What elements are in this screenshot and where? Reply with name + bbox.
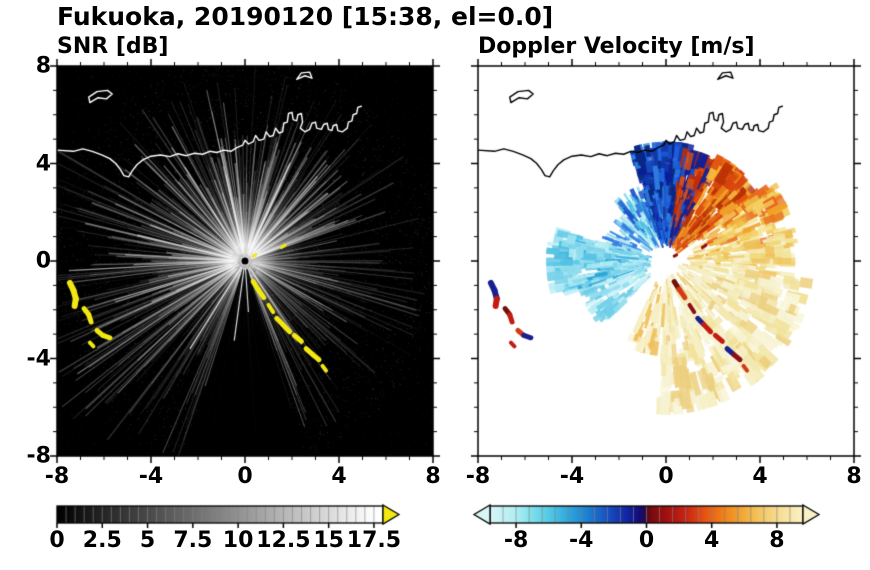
figure-title: Fukuoka, 20190120 [15:38, el=0.0] [57,2,554,31]
snr-colorbar-tick-label: 5 [139,528,156,553]
snr-panel-title: SNR [dB] [57,34,169,59]
x-tick-label: 0 [237,464,253,489]
x-tick-label: 8 [846,464,862,489]
doppler-colorbar-canvas [462,503,842,531]
snr-colorbar-tick-label: 17.5 [346,528,402,553]
snr-colorbar-tick-label: 10 [222,528,254,553]
x-tick-label: 4 [331,464,347,489]
snr-colorbar-tick-label: 15 [313,528,344,553]
y-tick-label: -4 [26,346,51,371]
x-tick-label: -8 [465,464,491,489]
snr-colorbar-tick-label: 7.5 [173,528,213,553]
snr-colorbar-tick-label: 12.5 [256,528,311,553]
y-tick-label: -8 [26,443,51,469]
doppler-colorbar-tick-label: -8 [503,528,529,553]
doppler-panel-title: Doppler Velocity [m/s] [478,34,755,59]
doppler-colorbar-tick-label: -4 [569,528,594,553]
y-tick-label: 0 [35,248,51,274]
y-tick-label: 8 [35,53,51,79]
x-tick-label: -8 [44,464,70,489]
snr-colorbar-canvas [50,503,420,531]
x-tick-label: 4 [752,464,768,489]
x-tick-label: 0 [658,464,674,489]
x-tick-label: 8 [425,464,441,489]
doppler-colorbar-tick-label: 8 [769,528,785,553]
snr-colorbar-tick-label: 0 [49,528,65,553]
snr-colorbar-tick-label: 2.5 [82,528,122,553]
snr-ppi-canvas [47,56,443,466]
doppler-colorbar-tick-label: 4 [704,528,720,553]
doppler-ppi-canvas [468,56,864,466]
y-tick-label: 4 [35,151,51,176]
x-tick-label: -4 [559,464,585,489]
x-tick-label: -4 [138,464,164,489]
doppler-colorbar-tick-label: 0 [638,528,655,553]
